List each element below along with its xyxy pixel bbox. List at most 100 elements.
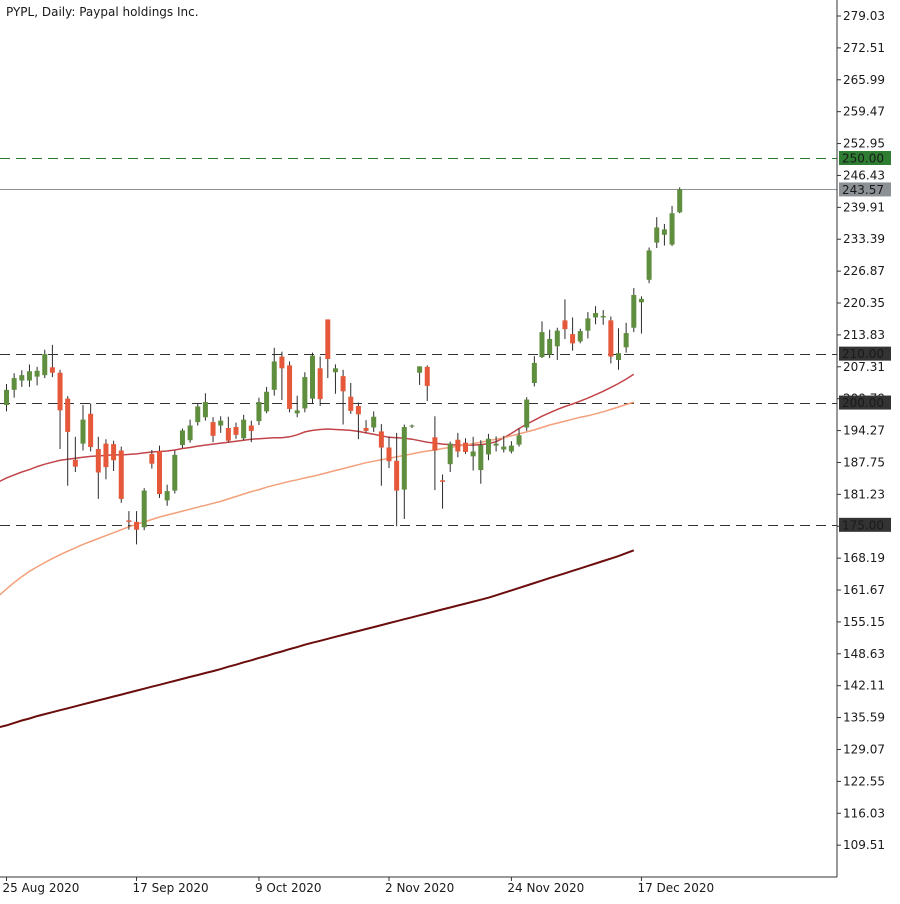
candle xyxy=(202,393,208,421)
price-badge-label: 250.00 xyxy=(842,151,884,165)
candle xyxy=(654,217,660,248)
y-tick-label: 135.59 xyxy=(843,711,885,725)
candle xyxy=(325,319,331,379)
price-badge: 243.57 xyxy=(839,182,891,197)
candle-body-up xyxy=(585,318,591,331)
candle xyxy=(111,440,117,472)
candle-body-up xyxy=(172,454,178,491)
candle xyxy=(57,369,63,450)
candle-body-down xyxy=(570,334,576,344)
y-tick-label: 122.55 xyxy=(843,774,885,788)
x-tick-label: 17 Dec 2020 xyxy=(637,881,714,895)
candle-body-up xyxy=(531,362,537,383)
candle xyxy=(646,247,652,284)
y-tick-label: 239.91 xyxy=(843,200,885,214)
candle xyxy=(677,187,683,214)
candle xyxy=(631,288,637,333)
candle-body-up xyxy=(19,375,25,381)
candles-layer xyxy=(4,187,683,545)
candle xyxy=(661,224,667,246)
candle xyxy=(600,310,606,325)
y-tick-label: 161.67 xyxy=(843,583,885,597)
y-tick-label: 181.23 xyxy=(843,487,885,501)
candle-body-up xyxy=(677,189,683,213)
candle xyxy=(371,411,377,432)
candle xyxy=(225,416,231,443)
candle-body-down xyxy=(95,449,101,473)
candle-body-down xyxy=(134,521,140,530)
candle-body-up xyxy=(26,371,32,381)
y-tick-label: 116.03 xyxy=(843,806,885,820)
candle xyxy=(302,372,308,413)
candle-body-up xyxy=(141,490,147,528)
symbol-label: PYPL, Daily: Paypal holdings Inc. xyxy=(6,5,199,19)
candle xyxy=(72,436,78,473)
candle-body-down xyxy=(210,422,216,436)
y-tick-label: 279.03 xyxy=(843,9,885,23)
candle xyxy=(493,436,499,452)
candle-body-down xyxy=(72,459,78,467)
candle xyxy=(455,432,461,458)
candle-body-down xyxy=(348,396,354,411)
candle xyxy=(294,395,300,418)
candle xyxy=(547,329,553,359)
candle xyxy=(516,428,522,447)
candle-body-down xyxy=(248,425,254,431)
candle-body-down xyxy=(355,405,361,415)
candle-body-up xyxy=(332,368,338,373)
candle-body-down xyxy=(225,427,231,441)
candle xyxy=(141,488,147,531)
candle xyxy=(34,366,40,386)
candle xyxy=(95,436,101,499)
candle-body-up xyxy=(554,330,560,347)
candle-body-up xyxy=(417,366,423,373)
candle-body-up xyxy=(80,419,86,444)
y-tick-label: 213.83 xyxy=(843,328,885,342)
candle xyxy=(164,484,170,506)
candle-body-down xyxy=(49,367,55,373)
candle-body-down xyxy=(149,453,155,464)
candle-body-down xyxy=(111,444,117,461)
y-tick-label: 272.51 xyxy=(843,41,885,55)
candle-body-up xyxy=(539,332,545,358)
candle xyxy=(386,436,392,469)
candle xyxy=(134,511,140,545)
candle xyxy=(287,361,293,413)
candle xyxy=(447,441,453,473)
candle xyxy=(210,417,216,443)
candle xyxy=(340,369,346,425)
candle-body-up xyxy=(271,361,277,390)
candle-body-up xyxy=(631,294,637,328)
candle xyxy=(42,349,48,379)
price-badge-label: 243.57 xyxy=(842,183,884,197)
candle-body-up xyxy=(661,229,667,235)
candle xyxy=(149,449,155,469)
candle xyxy=(638,296,644,334)
x-tick-label: 24 Nov 2020 xyxy=(507,881,584,895)
candle-body-down xyxy=(57,372,63,411)
candle-body-up xyxy=(310,355,315,399)
y-tick-label: 168.19 xyxy=(843,551,885,565)
candle-body-down xyxy=(363,427,369,431)
y-tick-label: 226.87 xyxy=(843,264,885,278)
candle-body-up xyxy=(485,438,491,455)
candle xyxy=(187,419,193,443)
moving-average-line xyxy=(0,549,635,729)
candle xyxy=(271,347,277,396)
candle xyxy=(279,351,285,401)
y-tick-label: 259.47 xyxy=(843,105,885,119)
plot-area xyxy=(0,0,837,877)
candle xyxy=(669,205,675,247)
candle xyxy=(432,416,438,491)
candle-body-down xyxy=(386,447,392,462)
candle-body-up xyxy=(524,399,530,428)
candle xyxy=(623,322,629,353)
candle-body-down xyxy=(378,431,384,448)
candle xyxy=(179,428,185,449)
candle-body-down xyxy=(608,320,614,357)
candle-body-up xyxy=(470,451,476,457)
candle xyxy=(585,312,591,339)
price-badge-bg xyxy=(839,517,891,532)
candle-body-down xyxy=(287,365,293,409)
